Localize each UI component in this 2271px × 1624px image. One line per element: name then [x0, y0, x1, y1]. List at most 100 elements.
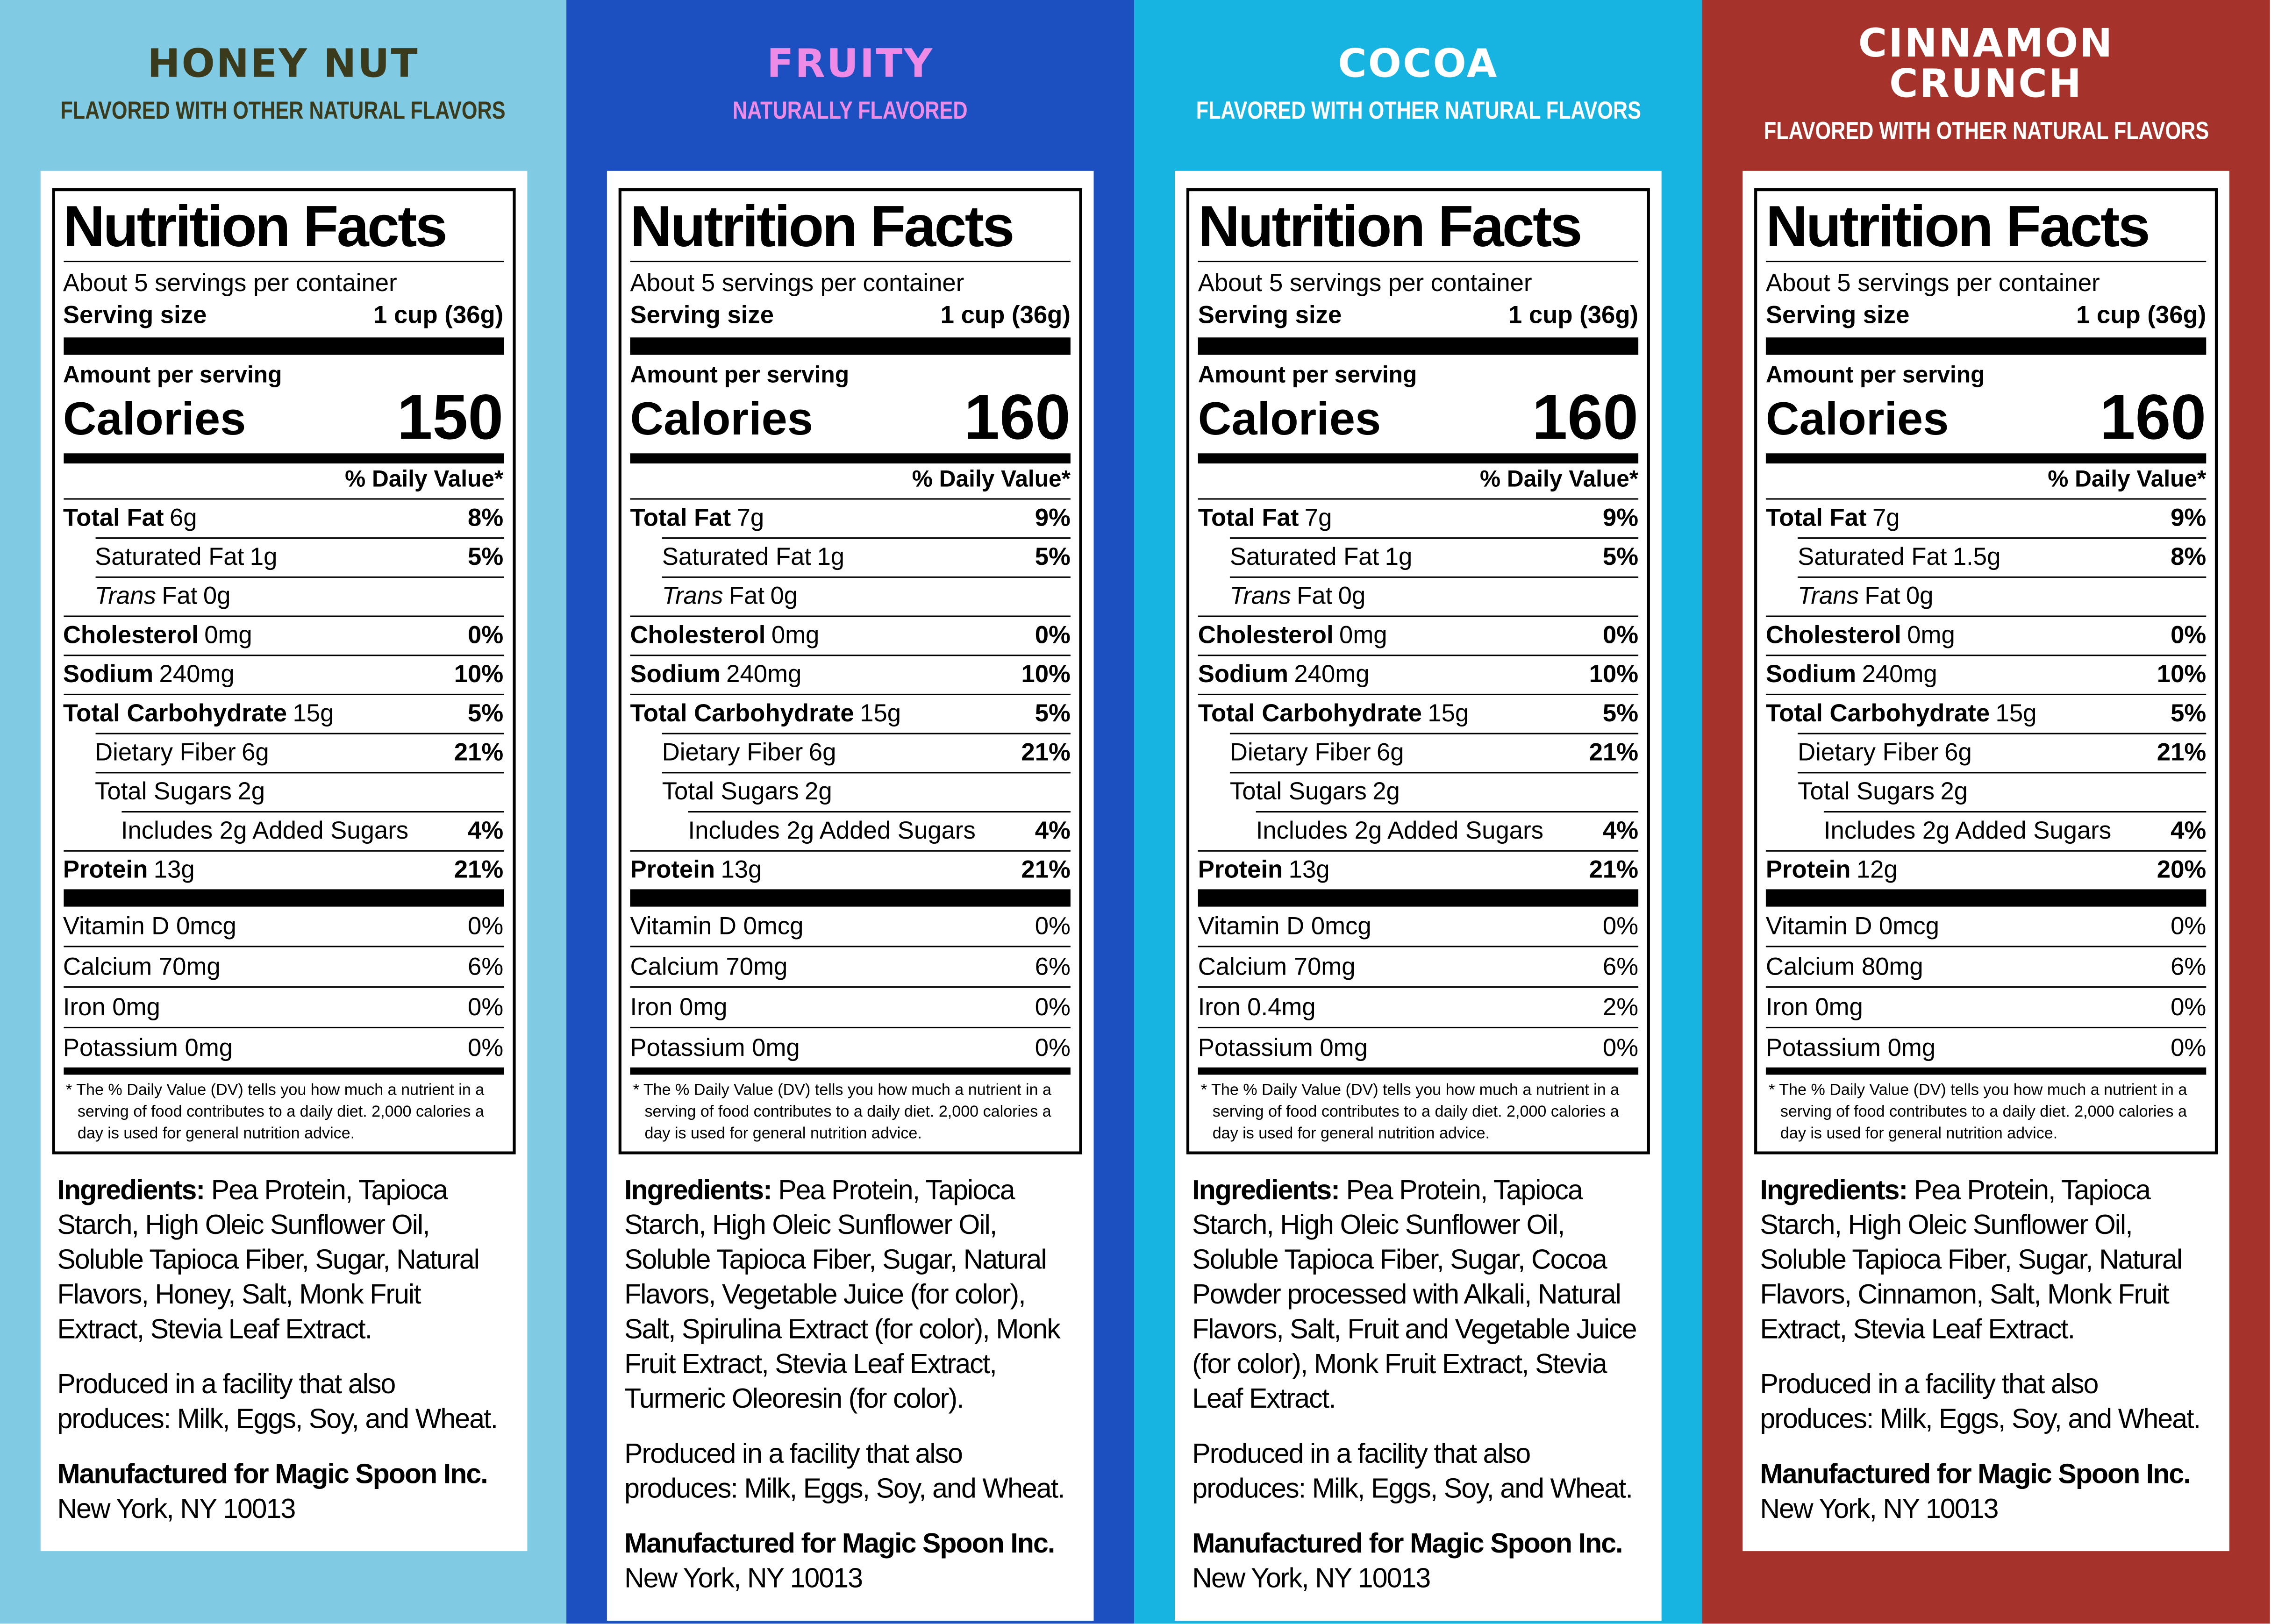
- nutrient-row: Dietary Fiber 6g 21%: [1798, 733, 2207, 772]
- micronutrient-name: Calcium 80mg: [1765, 953, 1923, 981]
- nutrient-name: Dietary Fiber: [662, 739, 803, 766]
- medium-rule: [1765, 1067, 2207, 1075]
- daily-value: 5%: [468, 543, 504, 571]
- nutrient-name: Total Sugars: [662, 777, 799, 805]
- nutrient-label: Sodium 240mg: [1198, 656, 1370, 694]
- nutrient-amount: 15g: [293, 699, 334, 727]
- micronutrient-row: Vitamin D 0mcg 0%: [63, 907, 503, 946]
- micronutrient-name: Calcium 70mg: [630, 953, 788, 981]
- panel-header: CINNAMON CRUNCH FLAVORED WITH OTHER NATUR…: [1714, 0, 2257, 171]
- nutrient-name: Includes 2g Added Sugars: [1823, 817, 2112, 845]
- daily-value: 0%: [1602, 621, 1639, 649]
- daily-value: 8%: [468, 504, 504, 532]
- nutrient-row: Saturated Fat 1g 5%: [662, 537, 1071, 577]
- micronutrient-dv: 6%: [1602, 953, 1639, 981]
- micronutrient-name: Iron 0mg: [63, 993, 160, 1021]
- product-subtitle: FLAVORED WITH OTHER NATURAL FLAVORS: [1195, 97, 1641, 125]
- product-title: FRUITY: [767, 42, 934, 87]
- nutrient-amount: 13g: [153, 856, 195, 883]
- nutrient-row: Dietary Fiber 6g 21%: [95, 733, 504, 772]
- nutrient-name-italic: Trans: [95, 582, 156, 610]
- thick-rule: [630, 889, 1071, 907]
- thick-rule: [1765, 889, 2207, 907]
- micronutrient-dv: 0%: [468, 1034, 504, 1062]
- micronutrient-list: Vitamin D 0mcg 0% Calcium 70mg 6% Iron 0.4mg…: [1198, 907, 1639, 1068]
- servings-per-container: About 5 servings per container: [1198, 269, 1532, 297]
- nutrient-label: Total Carbohydrate 15g: [1198, 695, 1469, 733]
- nutrient-row: Saturated Fat 1g 5%: [95, 537, 504, 577]
- daily-value: 21%: [454, 856, 504, 883]
- nutrient-label: Protein 12g: [1766, 852, 1898, 890]
- serving-size-label: Serving size: [630, 301, 774, 329]
- nutrient-amount: 6g: [1376, 739, 1404, 766]
- nutrient-amount: 0mg: [771, 621, 820, 649]
- serving-size-label: Serving size: [1765, 301, 1910, 329]
- daily-value: 5%: [1035, 543, 1071, 571]
- nutrient-row: Total Fat 7g 9%: [1766, 500, 2206, 538]
- nutrient-row: Cholesterol 0mg 0%: [1198, 615, 1639, 655]
- daily-value: 5%: [1602, 543, 1639, 571]
- nutrient-amount: 240mg: [1294, 660, 1370, 688]
- nutrient-amount: 240mg: [1862, 660, 1937, 688]
- nutrient-label: Protein 13g: [63, 852, 195, 890]
- nutrient-name: Fat: [162, 582, 198, 610]
- daily-value: 0%: [2171, 621, 2207, 649]
- nutrient-label: Includes 2g Added Sugars: [1824, 812, 2111, 850]
- nutrient-label: Sodium 240mg: [630, 656, 802, 694]
- serving-size-row: Serving size 1 cup (36g): [63, 300, 503, 332]
- nutrient-row: Dietary Fiber 6g 21%: [1229, 733, 1639, 772]
- nutrient-amount: 240mg: [726, 660, 802, 688]
- nutrient-row: Total Carbohydrate 15g 5%: [1198, 693, 1639, 733]
- calories-value: 150: [397, 382, 504, 454]
- micronutrient-dv: 0%: [1035, 1034, 1071, 1062]
- daily-value: 4%: [468, 817, 504, 845]
- micronutrient-list: Vitamin D 0mcg 0% Calcium 70mg 6% Iron 0mg 0%…: [630, 907, 1071, 1068]
- daily-value: 4%: [1602, 817, 1639, 845]
- nutrient-amount: 1.5g: [1952, 543, 2001, 571]
- micronutrient-dv: 0%: [2171, 1034, 2207, 1062]
- nutrition-heading: Nutrition Facts: [630, 194, 1071, 263]
- nutrient-row: Trans Fat 0g: [95, 576, 504, 616]
- daily-value: 21%: [1021, 856, 1071, 883]
- ingredients-label: Ingredients:: [57, 1176, 205, 1207]
- nutrient-row: Trans Fat 0g: [1229, 576, 1639, 616]
- nutrient-name: Total Fat: [630, 504, 731, 532]
- daily-value-header: % Daily Value*: [1198, 463, 1639, 500]
- micronutrient-row: Iron 0mg 0%: [63, 986, 504, 1027]
- micronutrient-name: Calcium 70mg: [63, 953, 221, 981]
- thick-rule: [1198, 889, 1639, 907]
- nutrient-list: Total Fat 6g 8% Saturated Fat 1g 5% Trans Fat 0g…: [63, 500, 504, 890]
- micronutrient-row: Calcium 70mg 6%: [630, 946, 1071, 986]
- nutrient-label: Trans Fat 0g: [662, 578, 798, 616]
- thick-rule: [1198, 337, 1639, 355]
- product-title: COCOA: [1338, 42, 1499, 87]
- nutrient-label: Saturated Fat 1g: [95, 539, 277, 577]
- medium-rule: [63, 1067, 504, 1075]
- micronutrient-row: Potassium 0mg 0%: [1765, 1026, 2207, 1068]
- nutrient-list: Total Fat 7g 9% Saturated Fat 1.5g 8% Trans Fat…: [1765, 500, 2207, 890]
- micronutrient-name: Potassium 0mg: [630, 1034, 800, 1062]
- nutrient-label: Total Carbohydrate 15g: [630, 695, 901, 733]
- nutrient-amount: 0g: [1906, 582, 1934, 610]
- nutrient-name: Protein: [63, 856, 148, 883]
- product-subtitle: NATURALLY FLAVORED: [733, 97, 968, 125]
- nutrient-label: Dietary Fiber 6g: [1798, 734, 1972, 772]
- label-card: Nutrition Facts About 5 servings per cont…: [1175, 171, 1662, 1621]
- nutrient-name: Total Fat: [63, 504, 164, 532]
- nutrient-label: Cholesterol 0mg: [63, 617, 252, 655]
- ingredients: Ingredients: Pea Protein, Tapioca Starch…: [619, 1175, 1082, 1418]
- nutrient-list: Total Fat 7g 9% Saturated Fat 1g 5% Trans Fat 0g…: [1198, 500, 1639, 890]
- micronutrient-list: Vitamin D 0mcg 0% Calcium 80mg 6% Iron 0mg 0%…: [1765, 907, 2207, 1068]
- nutrient-label: Total Fat 7g: [1766, 500, 1900, 538]
- servings-per-container: About 5 servings per container: [630, 269, 964, 297]
- nutrient-amount: 15g: [860, 699, 901, 727]
- nutrient-amount: 15g: [1995, 699, 2037, 727]
- nutrient-label: Includes 2g Added Sugars: [688, 812, 976, 850]
- amount-per-serving: Amount per serving: [1765, 363, 1985, 388]
- nutrient-label: Trans Fat 0g: [95, 578, 230, 616]
- nutrient-row: Trans Fat 0g: [662, 576, 1071, 616]
- nutrient-label: Total Sugars 2g: [1798, 773, 1968, 811]
- nutrient-name: Total Sugars: [1229, 777, 1367, 805]
- nutrient-label: Total Sugars 2g: [662, 773, 832, 811]
- nutrient-name: Sodium: [1765, 660, 1857, 688]
